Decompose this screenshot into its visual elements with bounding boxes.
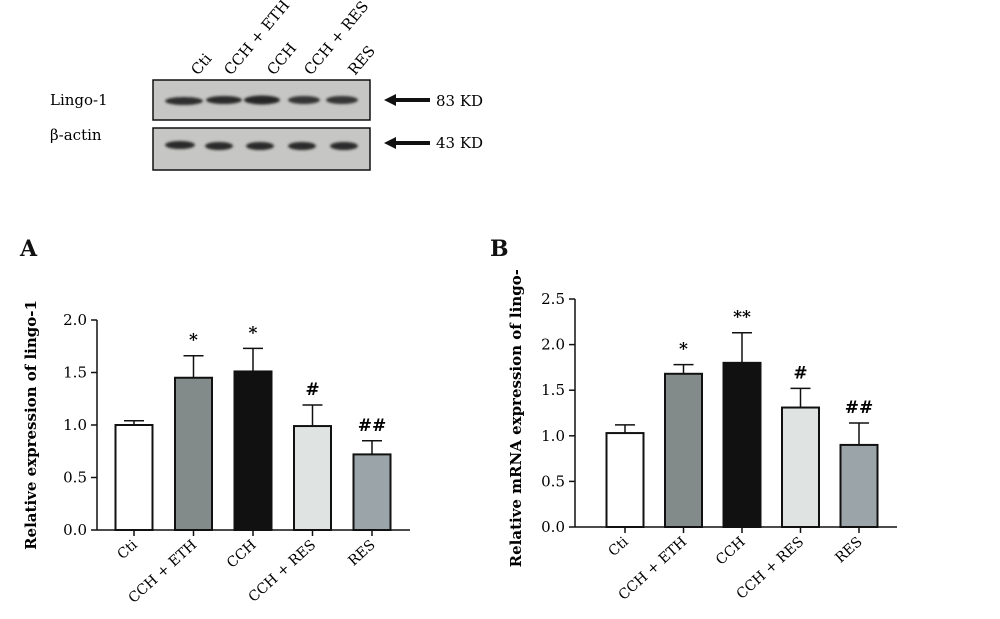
y-tick-label: 2.0	[63, 311, 87, 329]
actin-bands	[165, 141, 358, 150]
band	[205, 142, 233, 150]
bar-chart-a: 0.0 0.5 1.0 1.5 2.0 Relative expression of li…	[22, 300, 410, 607]
bar	[605, 432, 645, 528]
x-tick-label: RES	[832, 534, 865, 566]
blot-marker-label: 43 KD	[436, 134, 483, 152]
y-tick-label: 0.5	[541, 472, 565, 490]
bar	[839, 443, 879, 528]
significance-label: #	[305, 380, 319, 400]
y-tick-label: 2.5	[541, 290, 565, 308]
arrow-icon	[384, 137, 430, 149]
bar-chart-b: 0.0 0.5 1.0 1.5 2.0 2.5 Relative mRNA expressi…	[507, 270, 897, 604]
x-tick-label: Cti	[605, 534, 632, 560]
y-tick-label: 1.0	[541, 427, 565, 445]
significance-label: *	[679, 340, 688, 360]
significance-label: #	[793, 363, 807, 383]
blot-marker-label: 83 KD	[436, 92, 483, 110]
band	[288, 96, 320, 104]
x-tick-label: Cti	[114, 537, 141, 563]
bar	[722, 361, 762, 528]
y-tick-label: 1.0	[63, 416, 87, 434]
band	[206, 96, 242, 104]
blot-row-label: β-actin	[50, 126, 102, 144]
x-tick-label: CCH	[713, 534, 749, 568]
bar	[664, 372, 703, 528]
y-tick-label: 1.5	[63, 364, 87, 382]
bar	[114, 424, 154, 531]
band	[244, 95, 280, 105]
blot-lane-labels: Cti CCH + ETH CCH CCH + RES RES	[187, 0, 379, 79]
bar	[293, 425, 332, 531]
y-tick-label: 1.5	[541, 381, 565, 399]
western-blot-figure: Cti CCH + ETH CCH CCH + RES RES Lingo-1 …	[50, 0, 483, 171]
arrow-icon	[384, 94, 430, 106]
significance-label: ##	[358, 416, 387, 436]
significance-label: *	[249, 323, 258, 343]
band	[330, 142, 358, 150]
lane-label: CCH	[263, 39, 300, 78]
panel-letter-a: A	[20, 236, 38, 262]
significance-label: ##	[845, 398, 874, 418]
x-tick-label: RES	[345, 537, 378, 569]
y-tick-label: 0.0	[541, 518, 565, 536]
significance-label: *	[189, 331, 198, 351]
x-tick-label: CCH	[224, 537, 260, 571]
lingo1-bands	[165, 95, 358, 105]
bar	[233, 370, 273, 531]
lane-label: Cti	[187, 50, 215, 79]
band	[288, 142, 316, 150]
panel-letter-b: B	[490, 236, 509, 262]
y-tick-label: 0.0	[63, 521, 87, 539]
lane-label: RES	[344, 42, 379, 78]
bar	[174, 376, 213, 531]
band	[246, 142, 274, 150]
bar	[352, 453, 392, 531]
y-axis-label: Relative mRNA expression of lingo-1	[507, 270, 525, 567]
y-tick-label: 0.5	[63, 469, 87, 487]
y-axis-label: Relative expression of lingo-1	[22, 300, 40, 550]
significance-label: **	[733, 308, 751, 328]
bar	[781, 406, 820, 528]
y-tick-label: 2.0	[541, 336, 565, 354]
band	[165, 141, 195, 149]
band	[165, 97, 203, 105]
blot-row-label: Lingo-1	[50, 91, 108, 109]
band	[326, 96, 358, 104]
